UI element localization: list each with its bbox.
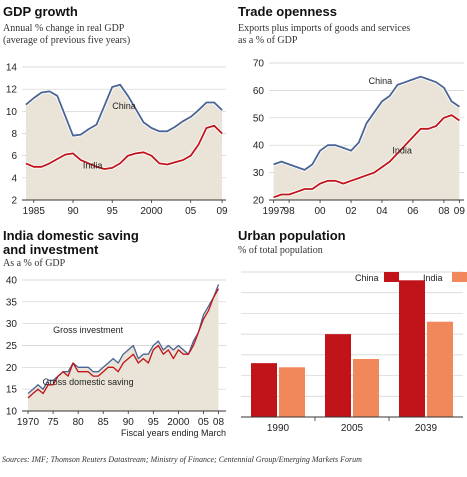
chart-subtitle-line-1: Exports plus imports of goods and servic… <box>238 23 411 34</box>
y-tick-label: 15 <box>6 385 18 396</box>
x-tick-label: 95 <box>107 206 119 217</box>
x-tick-label: 04 <box>376 206 388 217</box>
y-tick-label: 8 <box>11 129 17 140</box>
y-tick-label: 10 <box>6 407 18 418</box>
x-tick-label: 09 <box>217 206 229 217</box>
series-label-china: China <box>369 76 393 86</box>
y-tick-label: 20 <box>6 363 18 374</box>
india-saving-investment-chart: 10 15 20 25 30 35 40 1970 75 80 85 90 95 2000 05 08 Gros… <box>6 276 226 438</box>
x-tick-label: 09 <box>454 206 466 217</box>
y-tick-label: 40 <box>6 276 18 287</box>
x-tick-label: 1997 <box>263 206 286 217</box>
x-tick-label: 08 <box>438 206 450 217</box>
chart-subtitle-line-2: (average of previous five years) <box>3 35 131 46</box>
legend-label-china: China <box>355 273 379 283</box>
chart-subtitle-line-1: Annual % change in real GDP <box>3 23 125 34</box>
bar-india-2039 <box>427 321 453 417</box>
shaded-area <box>28 284 219 411</box>
y-tick-label: 30 <box>6 319 18 330</box>
trade-openness-panel: Trade openness Exports plus imports of g… <box>235 0 467 225</box>
chart-title-line-1: India domestic saving <box>3 228 139 243</box>
y-tick-label: 14 <box>6 63 18 74</box>
x-tick-label: 05 <box>198 417 210 428</box>
x-tick-label: 90 <box>67 206 79 217</box>
x-tick-label: 06 <box>407 206 419 217</box>
gdp-growth-panel: GDP growth Annual % change in real GDP (… <box>0 0 230 225</box>
urban-population-panel: Urban population % of total population 1… <box>235 225 467 453</box>
y-tick-label: 12 <box>6 85 18 96</box>
shaded-area <box>273 76 460 200</box>
x-tick-label: 80 <box>73 417 85 428</box>
x-tick-label: 00 <box>315 206 327 217</box>
y-tick-label: 10 <box>6 107 18 118</box>
x-tick-label: 1990 <box>267 423 290 434</box>
series-label-india: India <box>83 161 103 171</box>
y-tick-label: 40 <box>253 141 265 152</box>
chart-title-line-2: and investment <box>3 242 99 257</box>
bar-china-2039 <box>399 280 425 417</box>
chart-title: Trade openness <box>238 4 337 19</box>
series-label-china: China <box>112 101 136 111</box>
y-tick-label: 6 <box>11 151 17 162</box>
gdp-growth-chart: 2 4 6 8 10 12 14 1985 90 95 2000 05 09 China India <box>6 63 229 218</box>
x-tick-label: 85 <box>98 417 110 428</box>
urban-population-chart: 1990 2005 2039 China India <box>241 271 467 434</box>
series-line-gross-domestic-saving <box>27 288 220 399</box>
x-tick-label: 1970 <box>17 417 40 428</box>
chart-title: GDP growth <box>3 4 78 19</box>
bar-china-2005 <box>325 334 351 417</box>
chart-subtitle: % of total population <box>238 245 323 256</box>
y-tick-label: 60 <box>253 86 265 97</box>
sources-note: Sources: IMF; Thomson Reuters Datastream… <box>2 455 362 464</box>
series-line-india <box>25 124 223 170</box>
y-tick-label: 2 <box>11 196 17 207</box>
bar-india-2005 <box>353 359 379 417</box>
x-tick-label: 75 <box>48 417 60 428</box>
y-tick-label: 35 <box>6 297 18 308</box>
x-axis-label: Fiscal years ending March <box>121 428 226 438</box>
bar-china-1990 <box>251 363 277 417</box>
x-tick-label: 05 <box>185 206 197 217</box>
chart-subtitle-line-2: as a % of GDP <box>238 35 298 46</box>
series-line-china <box>25 83 223 137</box>
legend-label-india: India <box>423 273 443 283</box>
series-line-india <box>273 114 460 199</box>
y-tick-label: 50 <box>253 113 265 124</box>
bar-india-1990 <box>279 367 305 417</box>
series-label-india: India <box>392 146 412 156</box>
y-tick-label: 70 <box>253 59 265 70</box>
x-tick-label: 95 <box>148 417 160 428</box>
series-label-gross-domestic-saving: Gross domestic saving <box>43 377 134 387</box>
shaded-area <box>25 84 223 200</box>
y-tick-label: 20 <box>253 196 265 207</box>
x-tick-label: 2039 <box>415 423 438 434</box>
series-line-china <box>273 75 460 171</box>
x-tick-label: 2005 <box>341 423 364 434</box>
chart-subtitle: As a % of GDP <box>3 258 66 269</box>
india-saving-investment-panel: India domestic saving and investment As … <box>0 225 230 453</box>
y-tick-label: 4 <box>11 173 17 184</box>
x-tick-label: 98 <box>284 206 296 217</box>
legend-swatch-india <box>452 272 467 282</box>
y-tick-label: 25 <box>6 341 18 352</box>
y-tick-label: 30 <box>253 168 265 179</box>
x-tick-label: 08 <box>213 417 225 428</box>
x-tick-label: 02 <box>345 206 357 217</box>
x-tick-label: 2000 <box>167 417 190 428</box>
chart-title: Urban population <box>238 228 346 243</box>
x-tick-label: 1985 <box>23 206 46 217</box>
x-tick-label: 90 <box>123 417 135 428</box>
series-label-gross-investment: Gross investment <box>53 325 124 335</box>
legend-swatch-china <box>384 272 399 282</box>
x-tick-label: 2000 <box>140 206 163 217</box>
